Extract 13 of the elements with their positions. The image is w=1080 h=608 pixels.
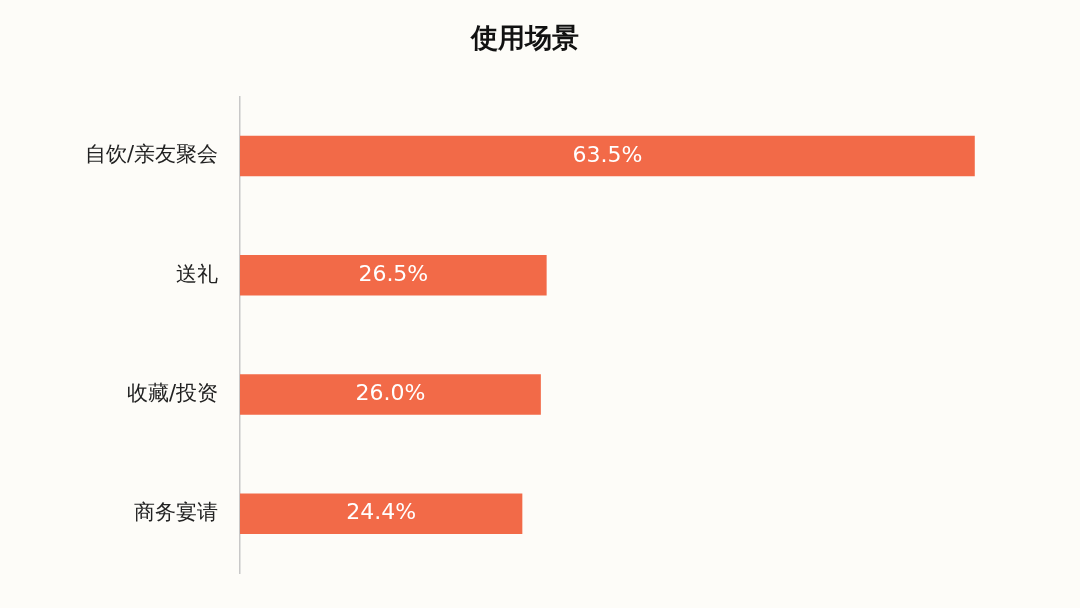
bar [240,255,547,296]
bar [240,493,523,535]
data-label: 24.4% [346,499,417,525]
data-label: 63.5% [572,141,643,167]
y-tick-label: 自饮/亲友聚会 [84,142,218,167]
bar [240,374,541,415]
y-tick-label: 收藏/投资 [126,380,218,405]
bar [240,135,975,177]
data-label: 26.5% [358,260,429,286]
y-tick-label: 商务宴请 [134,500,218,525]
chart-title: 使用场景 [470,22,579,54]
data-label: 26.0% [355,380,426,406]
y-tick-label: 送礼 [176,261,218,286]
